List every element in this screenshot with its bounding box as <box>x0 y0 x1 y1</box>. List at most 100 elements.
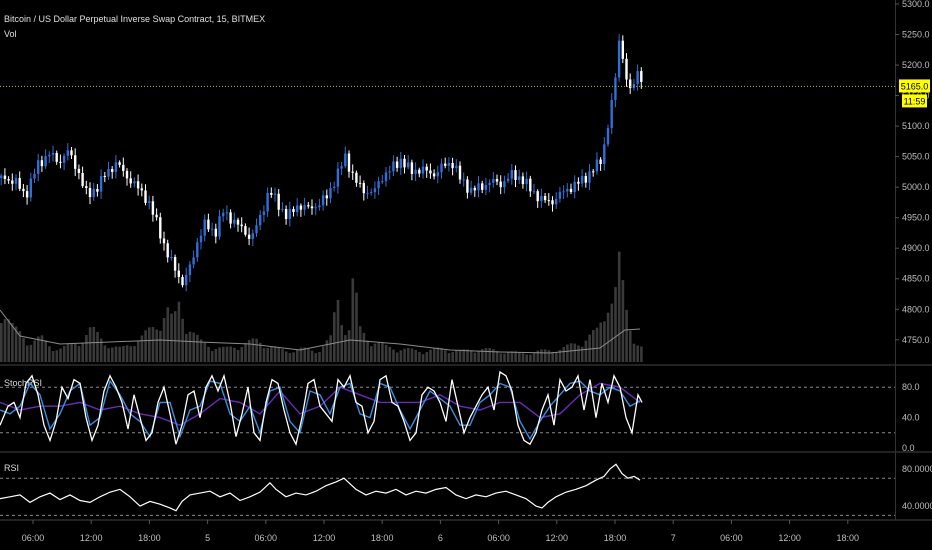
candle-body <box>214 228 217 237</box>
volume-bar <box>259 342 262 362</box>
candle-body <box>403 158 406 168</box>
volume-bar <box>66 343 70 362</box>
price-axis[interactable]: 5300.05250.05200.05150.05100.05050.05000… <box>895 0 930 345</box>
volume-bar <box>447 353 451 362</box>
volume-bar <box>540 349 543 362</box>
volume-bar <box>399 350 403 362</box>
time-axis-label: 06:00 <box>487 533 510 543</box>
candle-body <box>48 154 51 157</box>
time-axis-label: 18:00 <box>371 533 394 543</box>
stoch-rsi-legend: StochRSI <box>4 378 42 388</box>
candle-body <box>107 169 110 177</box>
candles[interactable] <box>0 34 643 292</box>
candle-body <box>159 217 162 239</box>
volume-bar <box>362 332 366 362</box>
volume-bar <box>314 353 318 362</box>
candle-body <box>469 187 473 193</box>
volume-bar <box>580 346 584 362</box>
volume-bar <box>621 280 625 362</box>
time-axis-label: 06:00 <box>720 533 743 543</box>
volume-bar <box>29 344 33 362</box>
time-axis-label: 18:00 <box>138 533 161 543</box>
volume-bar <box>440 348 443 362</box>
volume-bar <box>388 346 392 362</box>
time-axis-label: 06:00 <box>255 533 278 543</box>
candle-body <box>462 179 465 181</box>
candle-body <box>473 187 476 191</box>
rsi-pane: 80.0000 40.0000 <box>0 463 932 516</box>
candle-body <box>0 175 3 178</box>
candle-body <box>510 170 513 179</box>
volume-bar <box>103 345 107 362</box>
time-axis-label: 12:00 <box>546 533 569 543</box>
candle-body <box>188 264 192 275</box>
countdown-value: 11:59 <box>904 96 926 106</box>
candle-body <box>488 182 491 186</box>
volume-bar <box>181 318 184 362</box>
candle-body <box>185 274 188 286</box>
candle-body <box>518 176 521 180</box>
candle-body <box>484 185 488 190</box>
candle-body <box>399 158 402 168</box>
volume-bar <box>566 344 569 362</box>
candle-body <box>458 165 462 180</box>
price-axis-label: 5300.0 <box>902 0 930 9</box>
candle-body <box>407 162 410 168</box>
price-axis-label: 4850.0 <box>902 274 930 284</box>
time-axis-label: 12:00 <box>80 533 103 543</box>
candle-body <box>307 205 310 207</box>
candle-body <box>273 193 277 195</box>
candle-body <box>577 181 580 184</box>
volume-bar <box>466 349 469 362</box>
candle-body <box>543 195 547 201</box>
candle-body <box>621 40 624 59</box>
candle-body <box>562 191 565 193</box>
volume-bar <box>599 322 602 362</box>
candle-body <box>503 181 506 188</box>
candle-body <box>617 40 621 78</box>
candle-body <box>244 226 247 235</box>
candle-body <box>384 172 388 182</box>
candle-body <box>558 191 562 199</box>
volume-bar <box>107 348 110 362</box>
candle-body <box>481 183 484 190</box>
volume-bar <box>473 352 477 362</box>
volume-bar <box>251 338 255 362</box>
volume-bar <box>270 346 273 362</box>
volume-bar <box>481 349 484 362</box>
candle-body <box>59 161 62 163</box>
volume-bar <box>284 351 288 362</box>
candle-body <box>125 170 129 179</box>
last-price-value: 5165.0 <box>901 81 929 91</box>
candle-body <box>436 172 439 177</box>
volume-bar <box>155 329 158 362</box>
volume-bar <box>610 303 614 362</box>
volume-bar <box>492 349 495 362</box>
candle-body <box>366 193 369 195</box>
candle-body <box>599 159 602 164</box>
candle-body <box>569 188 573 193</box>
volume-bar <box>92 327 96 362</box>
stoch-d-line <box>0 379 641 441</box>
candle-body <box>432 173 436 177</box>
candle-body <box>37 160 40 174</box>
candle-body <box>410 162 414 174</box>
candle-body <box>233 219 236 224</box>
volume-bar <box>48 346 51 362</box>
candle-body <box>181 276 184 286</box>
candle-body <box>418 169 421 174</box>
time-axis-label: 12:00 <box>313 533 336 543</box>
time-axis[interactable]: 06:00 12:00 18:00 5 06:00 12:00 18:00 6 06:00 12:… <box>22 520 859 543</box>
volume-pane <box>0 251 643 362</box>
rsi-line <box>0 463 641 512</box>
candle-body <box>7 179 10 181</box>
candle-body <box>580 176 584 184</box>
volume-bar <box>14 326 18 362</box>
candle-body <box>318 205 321 208</box>
volume-bar <box>344 335 347 362</box>
candle-body <box>3 175 7 180</box>
candle-body <box>96 189 99 192</box>
volume-bar <box>469 350 473 362</box>
volume-bar <box>111 347 114 362</box>
